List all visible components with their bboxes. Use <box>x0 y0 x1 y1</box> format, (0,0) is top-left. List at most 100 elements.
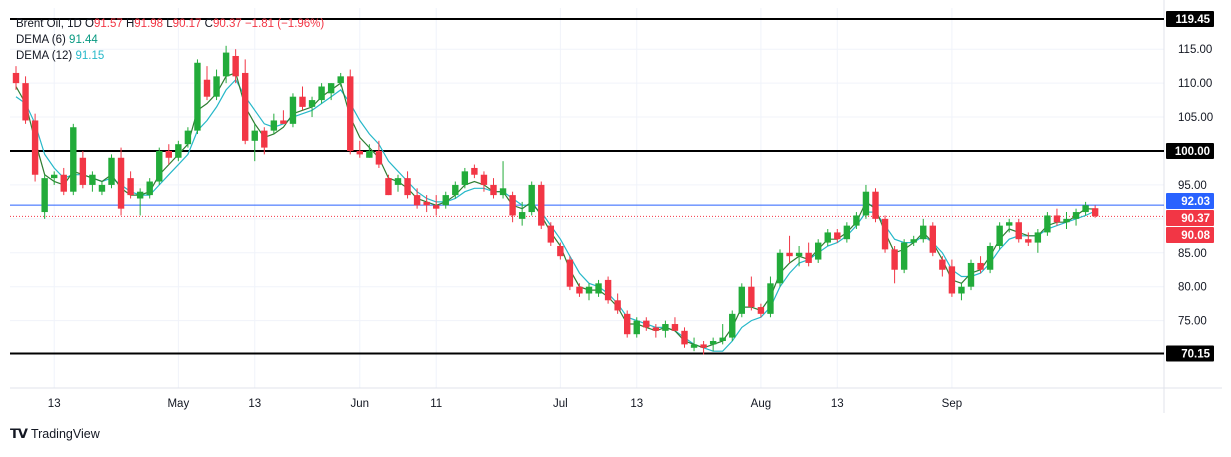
candle-body <box>662 324 669 331</box>
candle-body <box>242 72 249 141</box>
candle-body <box>136 191 144 199</box>
candle-body <box>261 130 268 148</box>
candle-body <box>566 259 574 287</box>
candle-body <box>394 178 402 185</box>
candle-body <box>31 120 39 175</box>
candle-body <box>767 283 774 314</box>
last-price-tag <box>1166 210 1214 226</box>
candle-body <box>270 120 278 131</box>
candle-body <box>633 320 640 335</box>
candle-body <box>1044 215 1051 233</box>
candle-body <box>881 218 889 250</box>
candle-body <box>624 313 631 335</box>
candle-body <box>709 340 717 345</box>
candle-body <box>834 232 841 240</box>
candle-body <box>79 157 87 185</box>
candle-body <box>776 252 784 284</box>
candle-body <box>184 130 192 145</box>
high-label: H <box>125 18 135 30</box>
tradingview-footer[interactable]: 𝗧𝗩 TradingView <box>10 426 100 442</box>
close-value: 90.37 <box>212 18 242 30</box>
candle-body <box>108 157 115 185</box>
candle-body <box>423 201 430 206</box>
candle-body <box>1063 218 1070 223</box>
candle-body <box>547 225 554 243</box>
candle-body <box>1082 205 1089 213</box>
candle-body <box>280 120 287 124</box>
candle-body <box>1015 222 1022 240</box>
high-value: 91.98 <box>134 18 164 30</box>
candle-body <box>643 320 650 328</box>
candle-body <box>958 286 965 294</box>
candle-body <box>203 79 211 97</box>
candle-body <box>986 245 994 270</box>
candle-body <box>51 174 58 179</box>
candle-body <box>41 178 48 213</box>
candle-body <box>748 286 755 308</box>
candle-body <box>366 150 373 158</box>
time-tick-label: May <box>167 398 189 410</box>
candle-body <box>1053 215 1061 223</box>
candle-body <box>70 127 77 192</box>
level-price-tag <box>1166 11 1214 27</box>
brand-label: TradingView <box>30 427 100 441</box>
candle-body <box>795 252 803 257</box>
dema12-label: DEMA (12) <box>16 50 73 62</box>
open-label: O <box>85 18 94 30</box>
candle-body <box>175 144 182 158</box>
candle-body <box>900 242 908 270</box>
candle-body <box>719 337 726 341</box>
time-tick-label: 13 <box>248 398 261 410</box>
candle-body <box>1025 239 1032 243</box>
candle-body <box>347 76 354 151</box>
price-tick-label: 110.00 <box>1178 78 1212 90</box>
candle-body <box>156 150 163 182</box>
candle-body <box>604 279 612 301</box>
time-tick-label: 13 <box>831 398 844 410</box>
candle-body <box>929 225 936 253</box>
candle-body <box>805 252 812 263</box>
candle-body <box>98 184 106 192</box>
candle-body <box>1034 232 1042 243</box>
candle-body <box>289 96 297 124</box>
candle-body <box>327 83 335 94</box>
time-tick-label: 13 <box>630 398 643 410</box>
candle-body <box>614 300 621 311</box>
dema6-label: DEMA (6) <box>16 34 66 46</box>
dema12-row: DEMA (12) 91.15 <box>16 48 324 64</box>
ohlc-row: Brent Oil, 1D O91.57 H91.98 L90.17 C90.3… <box>16 16 324 32</box>
candle-body <box>538 184 545 226</box>
candle-body <box>404 178 411 196</box>
candle-body <box>213 76 220 97</box>
blue-price-tag <box>1166 193 1214 209</box>
candle-body <box>1072 212 1080 219</box>
chart-legend: Brent Oil, 1D O91.57 H91.98 L90.17 C90.3… <box>16 16 324 64</box>
candle-body <box>729 313 736 338</box>
candle-body <box>967 262 975 287</box>
candle-body <box>22 83 29 121</box>
candle-body <box>232 55 239 77</box>
candle-body <box>471 167 478 175</box>
tradingview-logo-icon: 𝗧𝗩 <box>10 426 28 441</box>
level-price-tag-text: 70.15 <box>1181 349 1210 361</box>
candle-body <box>251 130 258 141</box>
dema6-row: DEMA (6) 91.44 <box>16 32 324 48</box>
candle-body <box>452 184 459 196</box>
level-price-tag-text: 119.45 <box>1175 14 1210 26</box>
candle-body <box>585 286 593 294</box>
candle-body <box>920 225 927 240</box>
candle-body <box>318 86 325 101</box>
candle-body <box>375 150 383 165</box>
candle-body <box>442 195 449 206</box>
candle-body <box>815 242 822 260</box>
candle-body <box>977 262 984 270</box>
candle-body <box>872 191 879 219</box>
dema12-value: 91.15 <box>75 50 105 62</box>
red-price-tag <box>1166 227 1214 243</box>
candle-body <box>652 327 660 331</box>
time-tick-label: Jun <box>351 398 370 410</box>
price-tick-label: 105.00 <box>1178 112 1213 124</box>
candle-body <box>490 184 497 196</box>
